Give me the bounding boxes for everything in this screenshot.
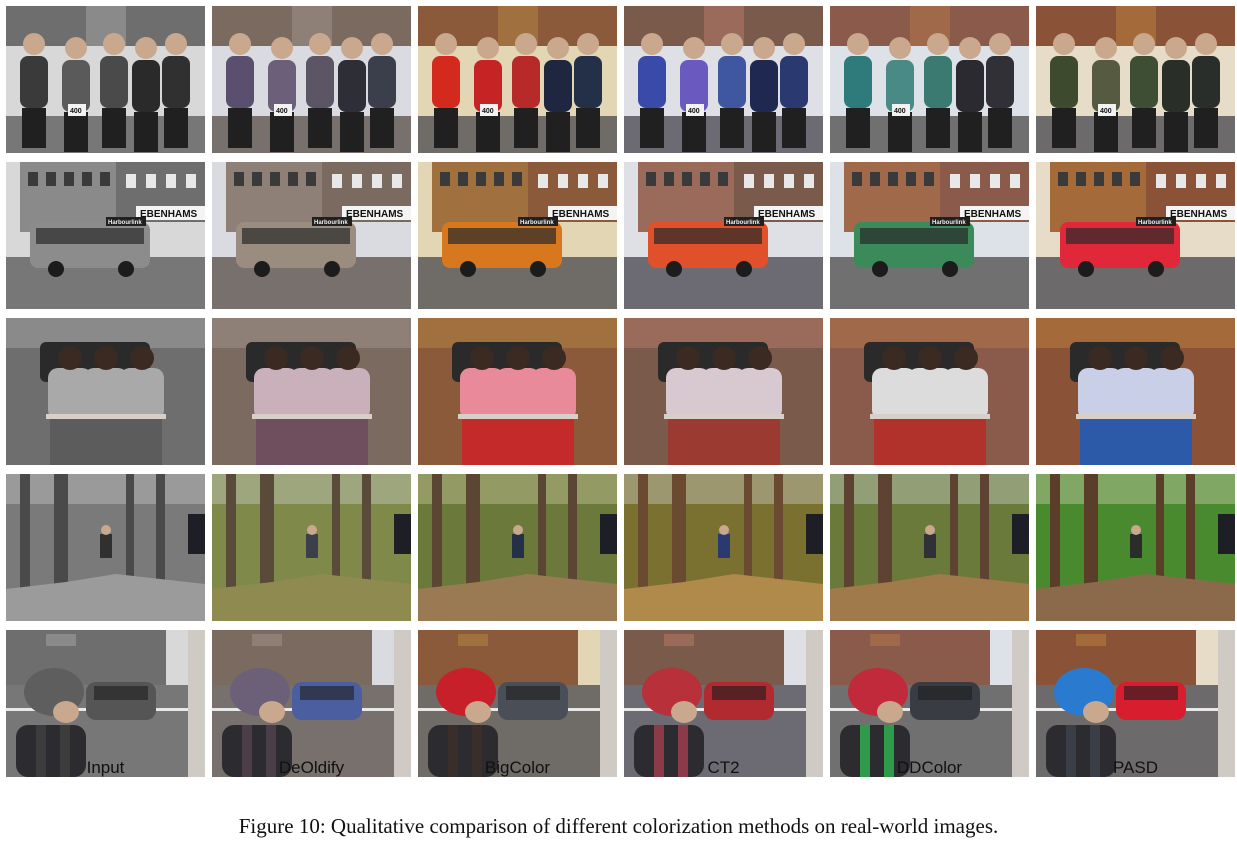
method-label-input: Input <box>86 758 125 777</box>
method-label-bigcolor: BigColor <box>484 758 551 777</box>
method-label-ct2: CT2 <box>707 758 740 777</box>
thumbnail-city-bus-ddcolor: EBENHAMS Harbourlink <box>830 162 1029 309</box>
thumbnail-forest-trail-runner-pasd <box>1036 474 1235 621</box>
thumbnail-runners-group-ct2: 400 <box>624 6 823 153</box>
thumbnail-city-bus-ct2: EBENHAMS Harbourlink <box>624 162 823 309</box>
method-label-pasd: PASD <box>1112 758 1159 777</box>
thumbnail-forest-trail-runner-ddcolor <box>830 474 1029 621</box>
thumbnail-runners-group-pasd: 400 <box>1036 6 1235 153</box>
svg-text:EBENHAMS: EBENHAMS <box>964 209 1022 220</box>
method-label-ddcolor: DDColor <box>896 758 963 777</box>
thumbnail-forest-trail-runner-input <box>6 474 205 621</box>
thumbnail-children-street-bigcolor <box>418 318 617 465</box>
thumbnail-children-street-input <box>6 318 205 465</box>
thumbnail-children-street-ddcolor <box>830 318 1029 465</box>
svg-text:Harbourlink: Harbourlink <box>520 220 554 226</box>
thumbnail-street-helmet-man-input <box>6 630 205 777</box>
svg-text:400: 400 <box>688 108 700 115</box>
thumbnail-forest-trail-runner-deoldify <box>212 474 411 621</box>
svg-text:EBENHAMS: EBENHAMS <box>140 209 198 220</box>
thumbnail-runners-group-deoldify: 400 <box>212 6 411 153</box>
svg-text:Harbourlink: Harbourlink <box>314 220 348 226</box>
thumbnail-runners-group-ddcolor: 400 <box>830 6 1029 153</box>
thumbnail-street-helmet-man-ct2 <box>624 630 823 777</box>
thumbnail-city-bus-pasd: EBENHAMS Harbourlink <box>1036 162 1235 309</box>
svg-text:EBENHAMS: EBENHAMS <box>552 209 610 220</box>
thumbnail-children-street-deoldify <box>212 318 411 465</box>
svg-text:Harbourlink: Harbourlink <box>932 220 966 226</box>
comparison-grid: 400 400 400 400 400 400 EBENHAMS Harbourlink EBE… <box>6 6 1235 777</box>
svg-text:EBENHAMS: EBENHAMS <box>758 209 816 220</box>
svg-text:EBENHAMS: EBENHAMS <box>346 209 404 220</box>
figure-caption: Figure 10: Qualitative comparison of dif… <box>238 814 999 838</box>
thumbnail-runners-group-input: 400 <box>6 6 205 153</box>
thumbnail-street-helmet-man-deoldify <box>212 630 411 777</box>
thumbnail-street-helmet-man-ddcolor <box>830 630 1029 777</box>
thumbnail-street-helmet-man-pasd <box>1036 630 1235 777</box>
svg-text:400: 400 <box>1100 108 1112 115</box>
svg-text:Harbourlink: Harbourlink <box>726 220 760 226</box>
method-label-deoldify: DeOldify <box>278 758 345 777</box>
svg-text:Harbourlink: Harbourlink <box>1138 220 1172 226</box>
svg-text:EBENHAMS: EBENHAMS <box>1170 209 1228 220</box>
thumbnail-city-bus-input: EBENHAMS Harbourlink <box>6 162 205 309</box>
svg-text:400: 400 <box>894 108 906 115</box>
thumbnail-forest-trail-runner-ct2 <box>624 474 823 621</box>
thumbnail-children-street-pasd <box>1036 318 1235 465</box>
svg-text:Harbourlink: Harbourlink <box>108 220 142 226</box>
thumbnail-city-bus-deoldify: EBENHAMS Harbourlink <box>212 162 411 309</box>
thumbnail-forest-trail-runner-bigcolor <box>418 474 617 621</box>
thumbnail-runners-group-bigcolor: 400 <box>418 6 617 153</box>
thumbnail-street-helmet-man-bigcolor <box>418 630 617 777</box>
svg-text:400: 400 <box>482 108 494 115</box>
svg-text:400: 400 <box>70 108 82 115</box>
method-labels: Input DeOldify BigColor CT2 DDColor PASD <box>6 758 1235 778</box>
thumbnail-children-street-ct2 <box>624 318 823 465</box>
svg-text:400: 400 <box>276 108 288 115</box>
thumbnail-city-bus-bigcolor: EBENHAMS Harbourlink <box>418 162 617 309</box>
